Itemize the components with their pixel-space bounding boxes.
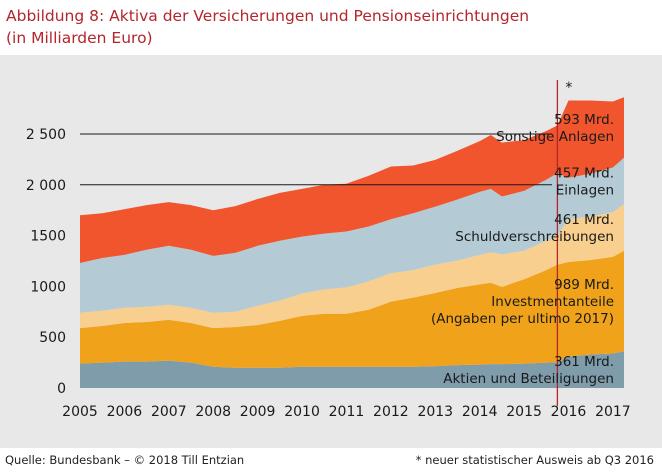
x-tick-label: 2014 bbox=[462, 404, 498, 420]
series-label-sonstige: Sonstige Anlagen bbox=[496, 129, 614, 145]
x-tick-label: 2015 bbox=[506, 404, 542, 420]
x-tick-label: 2009 bbox=[240, 404, 276, 420]
x-tick-label: 2008 bbox=[195, 404, 231, 420]
series-label-einlagen: Einlagen bbox=[556, 182, 614, 198]
area-series-invest bbox=[80, 250, 624, 368]
x-tick-label: 2006 bbox=[107, 404, 143, 420]
chart-footer: Quelle: Bundesbank – © 2018 Till Entzian… bbox=[0, 448, 662, 476]
series-label-sonstige: 593 Mrd. bbox=[554, 112, 614, 128]
x-tick-label: 2010 bbox=[284, 404, 320, 420]
x-tick-label: 2005 bbox=[62, 404, 98, 420]
x-tick-label: 2012 bbox=[373, 404, 409, 420]
series-label-invest: Investmentanteile bbox=[491, 294, 614, 310]
chart-title: Abbildung 8: Aktiva der Versicherungen u… bbox=[6, 5, 529, 49]
y-tick-label: 1500 bbox=[30, 229, 66, 245]
y-tick-label: 2 000 bbox=[26, 178, 66, 194]
series-label-schuld: Schuldverschreibungen bbox=[455, 229, 614, 245]
source-note: Quelle: Bundesbank – © 2018 Till Entzian bbox=[5, 453, 245, 467]
y-tick-label: 0 bbox=[57, 381, 66, 397]
area-series-sonstige bbox=[80, 97, 624, 263]
x-tick-label: 2007 bbox=[151, 404, 187, 420]
x-tick-label: 2011 bbox=[329, 404, 365, 420]
area-series-aktien bbox=[80, 351, 624, 388]
break-marker: * bbox=[565, 80, 572, 96]
y-tick-label: 2 500 bbox=[26, 127, 66, 143]
x-tick-label: 2017 bbox=[595, 404, 631, 420]
series-label-aktien: 361 Mrd. bbox=[554, 354, 614, 370]
series-label-invest: (Angaben per ultimo 2017) bbox=[431, 311, 614, 327]
y-tick-label: 1000 bbox=[30, 279, 66, 295]
area-series-einlagen bbox=[80, 157, 624, 313]
series-label-aktien: Aktien und Beteiligungen bbox=[443, 371, 614, 387]
series-label-einlagen: 457 Mrd. bbox=[554, 165, 614, 181]
series-label-schuld: 461 Mrd. bbox=[554, 212, 614, 228]
series-label-invest: 989 Mrd. bbox=[554, 277, 614, 293]
y-tick-label: 500 bbox=[39, 330, 66, 346]
title-line-2: (in Milliarden Euro) bbox=[6, 29, 153, 47]
title-line-1: Abbildung 8: Aktiva der Versicherungen u… bbox=[6, 7, 530, 25]
footnote: * neuer statistischer Ausweis ab Q3 2016 bbox=[415, 453, 654, 467]
x-tick-label: 2016 bbox=[551, 404, 587, 420]
x-tick-label: 2013 bbox=[417, 404, 453, 420]
area-series-schuld bbox=[80, 204, 624, 329]
